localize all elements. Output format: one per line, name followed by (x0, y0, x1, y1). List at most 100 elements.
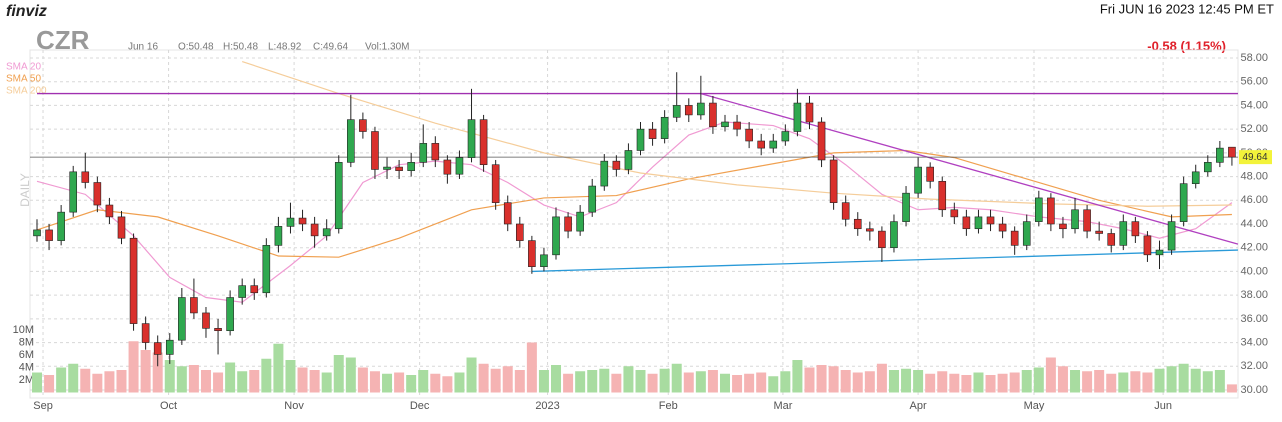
x-tick-label: 2023 (535, 400, 559, 412)
candle-body (45, 229, 53, 241)
volume-bar (949, 373, 960, 393)
volume-bar (104, 371, 115, 393)
volume-bar (406, 375, 417, 393)
volume-bar (997, 373, 1008, 393)
volume-bar (707, 370, 718, 393)
candle-body (214, 328, 222, 332)
volume-bar (683, 372, 694, 393)
candle-body (998, 223, 1007, 232)
candle-body (153, 342, 162, 355)
candle-body (817, 121, 826, 161)
date: Jun 16 (128, 42, 158, 53)
volume-bar (164, 360, 175, 393)
candle-body (298, 217, 307, 225)
x-tick-label: Oct (160, 400, 177, 412)
timestamp: Fri JUN 16 2023 12:45 PM ET (1100, 1, 1274, 16)
candle-body (962, 216, 971, 230)
volume-bar (514, 370, 525, 393)
candle-body (660, 116, 669, 139)
candle-body (250, 285, 259, 294)
volume-bar (575, 371, 586, 393)
candle-body (926, 166, 934, 182)
y-tick-label: 30.00 (1240, 384, 1268, 396)
candle-body (81, 171, 90, 183)
x-tick-label: Apr (910, 400, 927, 412)
volume-bar (418, 370, 429, 393)
candle-body (1095, 230, 1103, 234)
candle-body (69, 171, 78, 213)
candle-body (576, 211, 584, 232)
volume-bar (128, 341, 139, 393)
volume-bar (225, 362, 236, 393)
ohlc-label: L:48.92 (268, 42, 302, 53)
volume-bar (913, 370, 924, 393)
trend-line (531, 249, 1238, 273)
volume-bar (80, 368, 91, 393)
change: -0.58 (1.15%) (1147, 38, 1226, 53)
candle-body (684, 105, 693, 116)
candle-body (1047, 197, 1055, 225)
volume-bar (1214, 370, 1225, 393)
volume-bar (273, 343, 284, 393)
volume-bar (961, 375, 972, 393)
ohlc-label: Vol:1.30M (365, 42, 409, 53)
candle-body (1119, 221, 1128, 246)
y-tick-label: 34.00 (1240, 336, 1268, 348)
volume-bar (1045, 357, 1056, 393)
candle-body (467, 119, 476, 158)
volume-tick-label: 8M (19, 336, 34, 348)
candle-body (648, 128, 657, 139)
x-tick-label: Sep (33, 400, 53, 412)
volume-bar (1166, 366, 1177, 393)
volume-bar (1033, 367, 1044, 393)
volume-tick-label: 2M (19, 374, 34, 386)
volume-bar (563, 373, 574, 393)
ohlc-label: H:50.48 (223, 42, 258, 53)
candle-body (491, 164, 500, 203)
volume-bar (357, 367, 368, 393)
candle-body (310, 223, 319, 237)
candle-body (274, 226, 283, 246)
x-tick-label: Mar (773, 400, 792, 412)
volume-bar (1226, 384, 1237, 393)
volume-bar (1178, 363, 1189, 393)
y-tick-label: 44.00 (1240, 218, 1268, 230)
candle-body (757, 140, 766, 149)
price-tag-box (1239, 150, 1272, 165)
volume-bar (840, 370, 851, 393)
volume-bar (1082, 371, 1093, 393)
candle-body (1228, 146, 1236, 158)
candle-body (624, 150, 633, 170)
sma-line (36, 121, 1233, 303)
candle-body (129, 237, 138, 324)
y-tick-label: 52.00 (1240, 123, 1268, 135)
volume-bar (985, 375, 996, 393)
candle-body (395, 166, 403, 171)
y-tick-label: 46.00 (1240, 194, 1268, 206)
candle-body (262, 245, 271, 294)
candle-body (117, 216, 126, 239)
candle-body (974, 216, 983, 230)
volume-bar (937, 371, 948, 393)
candle-body (334, 162, 343, 230)
candle-body (479, 119, 488, 166)
volume-bar (1070, 370, 1081, 393)
volume-bar (116, 370, 127, 393)
volume-bar (973, 372, 984, 393)
candle-body (33, 229, 41, 237)
candle-body (202, 312, 210, 329)
volume-bar (430, 373, 441, 393)
candle-body (1035, 197, 1043, 222)
volume-bar (188, 365, 199, 393)
candle-body (1059, 223, 1067, 230)
volume-bar (309, 370, 320, 393)
candle-body (1143, 235, 1152, 256)
y-tick-label: 40.00 (1240, 265, 1268, 277)
sma-line (36, 149, 1232, 258)
candle-body (1107, 233, 1116, 246)
volume-bar (490, 368, 501, 393)
logo[interactable]: finviz (6, 3, 47, 20)
candle-body (93, 182, 102, 206)
candle-body (57, 211, 65, 241)
candle-body (503, 202, 512, 225)
